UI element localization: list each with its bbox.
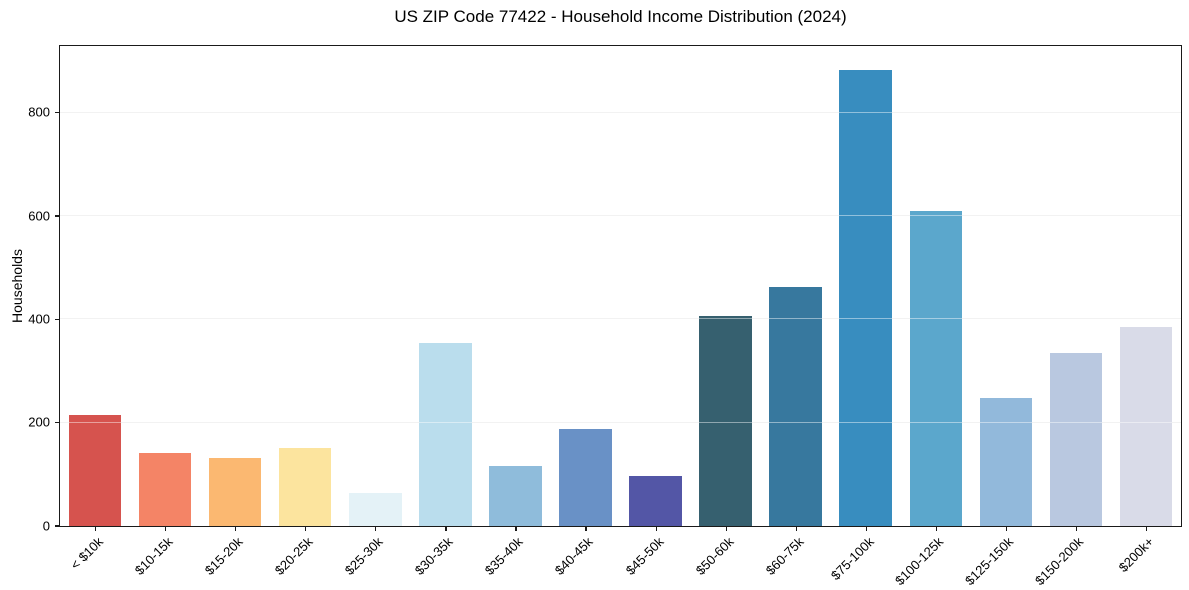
y-axis-tick xyxy=(55,112,60,114)
y-tick-label: 600 xyxy=(28,208,50,223)
x-tick-label: $15-20k xyxy=(201,534,246,578)
gridline xyxy=(60,421,1181,423)
bar-slot: $100-125k xyxy=(892,46,971,588)
x-axis-tick xyxy=(165,526,167,531)
x-tick-label: < $10k xyxy=(67,534,106,573)
x-axis-tick xyxy=(95,526,97,531)
bar-$20-25k xyxy=(278,447,332,526)
y-tick-label: 200 xyxy=(28,414,50,430)
y-tick-label: 400 xyxy=(28,311,50,327)
y-axis-label: Households xyxy=(9,249,25,323)
bar-slot: $40-45k xyxy=(550,46,620,578)
x-tick-label: $50-60k xyxy=(692,534,737,578)
x-tick-label: $30-35k xyxy=(412,534,456,578)
x-axis-tick xyxy=(1075,526,1078,531)
y-tick-label: 800 xyxy=(28,104,50,120)
bar-$25-30k xyxy=(349,492,402,526)
x-axis-tick xyxy=(725,526,727,531)
bar-$100-125k xyxy=(909,211,963,526)
bar-slot: $125-150k xyxy=(962,46,1041,588)
bar-slot: $200k+ xyxy=(1111,46,1181,575)
x-tick-label: $100-125k xyxy=(892,534,947,589)
grid-layer xyxy=(60,46,1181,526)
bar-slot: $75-100k xyxy=(827,46,901,583)
x-axis-tick xyxy=(375,526,377,531)
bar-$200k+ xyxy=(1119,326,1173,526)
x-tick-label: $75-100k xyxy=(827,534,877,583)
x-tick-label: $10-15k xyxy=(131,534,176,578)
x-axis-tick xyxy=(235,526,237,531)
x-tick-label: $200k+ xyxy=(1115,534,1157,576)
x-tick-label: $45-50k xyxy=(622,534,667,578)
y-axis-tick xyxy=(55,318,60,320)
bars-layer: < $10k $10-15k $15-20k $20-25k $25-30k $30-35… xyxy=(60,46,1181,588)
x-axis-tick xyxy=(795,526,797,531)
bar-$45-50k xyxy=(629,476,682,526)
plot-area: < $10k $10-15k $15-20k $20-25k $25-30k $30-35… xyxy=(28,45,1182,588)
x-tick-label: $150-200k xyxy=(1032,534,1087,589)
y-tick-label: 0 xyxy=(42,518,50,533)
bar-slot: $20-25k xyxy=(270,46,340,578)
y-axis-tick xyxy=(55,422,60,424)
bar-slot: $35-40k xyxy=(480,46,550,578)
gridline xyxy=(60,318,1181,320)
bar-$50-60k xyxy=(699,315,752,526)
bar-slot: $150-200k xyxy=(1032,46,1111,588)
x-axis-tick xyxy=(1145,526,1148,531)
x-axis-tick xyxy=(585,526,587,531)
x-axis-tick xyxy=(935,526,937,531)
x-axis-tick xyxy=(1005,526,1008,531)
bar-slot: $25-30k xyxy=(340,46,410,578)
bar-slot: $15-20k xyxy=(200,46,270,578)
x-axis-tick xyxy=(655,526,657,531)
x-axis-tick xyxy=(445,526,447,531)
bar-$40-45k xyxy=(559,429,612,526)
gridline xyxy=(60,111,1181,113)
bar-$125-150k xyxy=(979,398,1033,526)
y-axis-tick xyxy=(55,525,60,527)
y-axis-tick xyxy=(55,215,60,217)
x-tick-label: $40-45k xyxy=(552,534,597,578)
chart-title: US ZIP Code 77422 - Household Income Dis… xyxy=(394,7,847,26)
bar-slot: < $10k xyxy=(60,46,130,572)
x-tick-label: $60-75k xyxy=(762,534,807,578)
bar-$60-75k xyxy=(769,287,822,526)
x-axis-tick xyxy=(515,526,517,531)
bar-< $10k xyxy=(68,415,122,526)
bar-$10-15k xyxy=(138,452,192,526)
x-tick-label: $125-150k xyxy=(962,534,1017,589)
bar-$150-200k xyxy=(1049,353,1103,526)
bar-slot: $45-50k xyxy=(621,46,691,578)
bar-slot: $10-15k xyxy=(130,46,200,578)
bar-slot: $60-75k xyxy=(761,46,831,578)
bar-$30-35k xyxy=(419,342,472,526)
x-tick-label: $25-30k xyxy=(342,534,386,578)
x-tick-label: $20-25k xyxy=(271,534,316,578)
x-axis-tick xyxy=(305,526,307,531)
bar-$35-40k xyxy=(489,466,542,526)
bar-slot: $30-35k xyxy=(410,46,480,578)
bar-slot: $50-60k xyxy=(691,46,761,578)
bar-$15-20k xyxy=(208,458,262,526)
x-tick-label: $35-40k xyxy=(482,534,527,578)
x-axis-tick xyxy=(865,526,867,531)
gridline xyxy=(60,215,1181,216)
bar-$75-100k xyxy=(839,70,892,526)
